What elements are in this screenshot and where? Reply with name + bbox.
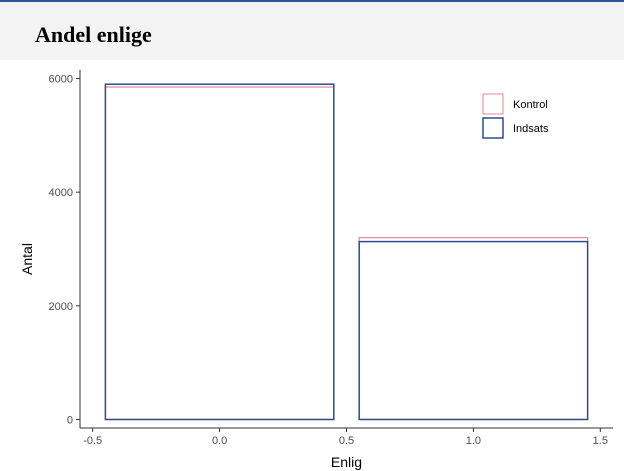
legend-label-kontrol: Kontrol [513,99,548,111]
bar-indsats-0 [104,83,335,421]
legend-key-kontrol [482,93,504,115]
legend-label-indsats: Indsats [513,123,549,135]
x-tick-label: 1.5 [593,435,608,447]
x-tick-label: -0.5 [83,435,102,447]
x-axis-title: Enlig [331,454,362,470]
bar-kontrol-1 [358,237,589,421]
legend: Kontrol Indsats [482,93,549,139]
y-tick-label: 2000 [49,301,73,313]
legend-key-indsats [482,117,504,139]
y-axis-title: Antal [19,243,35,275]
axes-layer: 0 2000 4000 6000 -0.5 0.0 0.5 1.0 1.5 Enlig Antal [19,70,613,470]
y-tick-label: 0 [67,414,73,426]
x-tick-label: 0.0 [212,435,227,447]
title-band [0,2,624,60]
bars-layer [104,83,589,421]
x-tick-label: 0.5 [339,435,354,447]
y-tick-label: 6000 [49,74,73,86]
bar-kontrol-0 [104,86,335,420]
y-tick-label: 4000 [49,187,73,199]
top-rule [0,0,624,2]
chart-title: Andel enlige [35,22,152,47]
x-tick-label: 1.0 [466,435,481,447]
bar-indsats-1 [358,240,589,421]
